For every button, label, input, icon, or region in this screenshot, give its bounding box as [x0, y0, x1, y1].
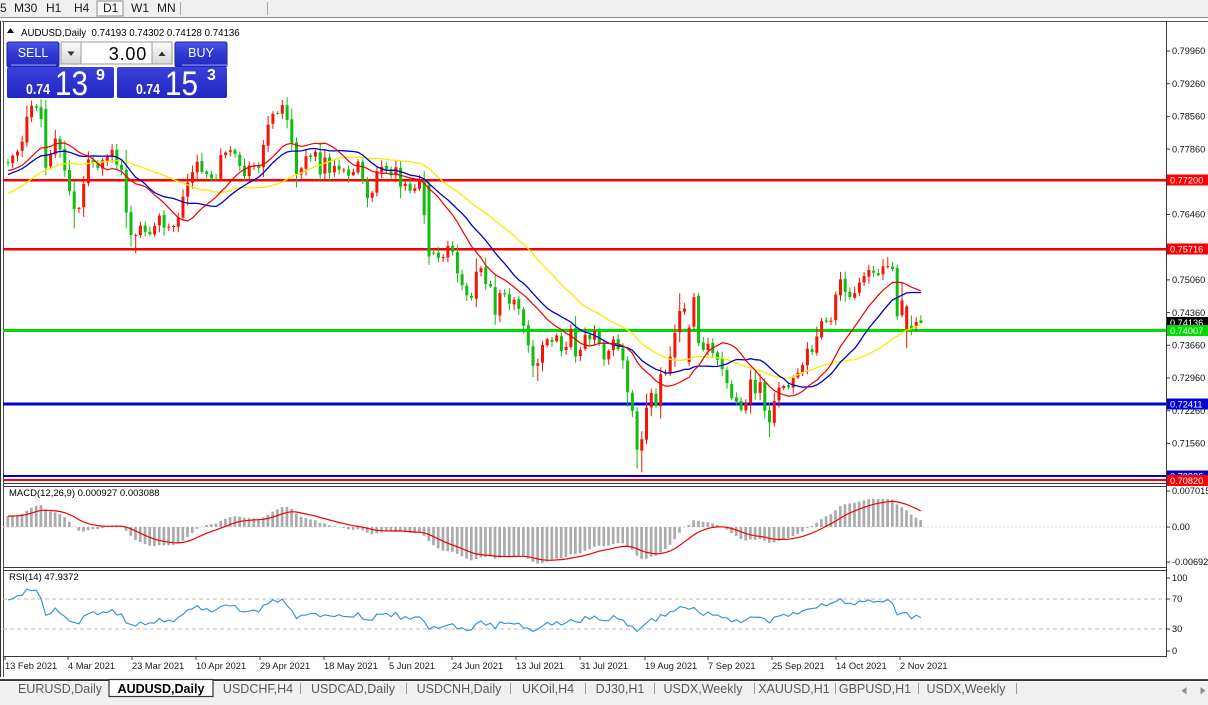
svg-text:H4: H4: [74, 1, 90, 15]
svg-text:5: 5: [0, 1, 7, 15]
svg-text:3.00: 3.00: [109, 44, 147, 64]
svg-text:0.76460: 0.76460: [1172, 210, 1205, 220]
svg-text:13: 13: [55, 65, 88, 103]
svg-text:0.007015: 0.007015: [1172, 486, 1208, 496]
svg-text:0.70820: 0.70820: [1170, 476, 1203, 486]
svg-text:0.77200: 0.77200: [1170, 176, 1203, 186]
svg-text:13 Jul 2021: 13 Jul 2021: [516, 661, 564, 671]
svg-text:MACD(12,26,9) 0.000927 0.00308: MACD(12,26,9) 0.000927 0.003088: [9, 488, 160, 499]
svg-text:9: 9: [96, 67, 105, 84]
svg-text:3: 3: [207, 67, 216, 84]
svg-text:13 Feb 2021: 13 Feb 2021: [5, 661, 57, 671]
svg-text:100: 100: [1172, 573, 1187, 583]
svg-text:15: 15: [165, 65, 198, 103]
svg-text:H1: H1: [46, 1, 62, 15]
svg-text:USDCAD,Daily: USDCAD,Daily: [311, 682, 396, 696]
svg-text:23 Mar 2021: 23 Mar 2021: [132, 661, 184, 671]
svg-text:29 Apr 2021: 29 Apr 2021: [260, 661, 310, 671]
svg-text:MN: MN: [157, 1, 176, 15]
svg-text:USDX,Weekly: USDX,Weekly: [927, 682, 1007, 696]
svg-text:5 Jun 2021: 5 Jun 2021: [389, 661, 435, 671]
svg-text:SELL: SELL: [18, 46, 49, 60]
svg-text:0.74007: 0.74007: [1170, 326, 1203, 336]
svg-text:D1: D1: [103, 1, 119, 15]
svg-text:0.71560: 0.71560: [1172, 439, 1205, 449]
svg-text:14 Oct 2021: 14 Oct 2021: [836, 661, 887, 671]
svg-text:19 Aug 2021: 19 Aug 2021: [645, 661, 697, 671]
svg-text:USDX,Weekly: USDX,Weekly: [664, 682, 744, 696]
svg-text:0.79960: 0.79960: [1172, 46, 1205, 56]
svg-text:18 May 2021: 18 May 2021: [324, 661, 378, 671]
svg-text:0.73660: 0.73660: [1172, 341, 1205, 351]
svg-text:0.00: 0.00: [1172, 522, 1190, 532]
svg-text:2 Nov 2021: 2 Nov 2021: [900, 661, 948, 671]
svg-text:0.75716: 0.75716: [1170, 245, 1203, 255]
svg-text:31 Jul 2021: 31 Jul 2021: [580, 661, 628, 671]
svg-text:AUDUSD,Daily 0.74193 0.74302: AUDUSD,Daily 0.74193 0.74302 0.74128 0.7…: [21, 28, 240, 39]
svg-text:AUDUSD,Daily: AUDUSD,Daily: [118, 682, 205, 696]
svg-text:RSI(14) 47.9372: RSI(14) 47.9372: [9, 572, 79, 583]
svg-text:0: 0: [1172, 646, 1177, 656]
svg-text:0.74136: 0.74136: [1170, 318, 1203, 328]
svg-text:0.75060: 0.75060: [1172, 275, 1205, 285]
svg-text:24 Jun 2021: 24 Jun 2021: [452, 661, 503, 671]
svg-text:0.72260: 0.72260: [1172, 406, 1205, 416]
svg-text:0.78560: 0.78560: [1172, 112, 1205, 122]
svg-text:0.74: 0.74: [136, 81, 161, 98]
svg-text:10 Apr 2021: 10 Apr 2021: [196, 661, 246, 671]
svg-text:0.79260: 0.79260: [1172, 79, 1205, 89]
svg-text:70: 70: [1172, 594, 1182, 604]
svg-text:0.74: 0.74: [26, 81, 51, 98]
svg-text:M30: M30: [14, 1, 38, 15]
svg-text:XAUUSD,H1: XAUUSD,H1: [758, 682, 830, 696]
svg-text:BUY: BUY: [188, 46, 214, 60]
svg-text:W1: W1: [131, 1, 149, 15]
svg-text:25 Sep 2021: 25 Sep 2021: [772, 661, 825, 671]
svg-text:0.77860: 0.77860: [1172, 144, 1205, 154]
svg-text:USDCHF,H4: USDCHF,H4: [223, 682, 293, 696]
svg-text:0.74360: 0.74360: [1172, 308, 1205, 318]
svg-text:0.72960: 0.72960: [1172, 373, 1205, 383]
svg-text:USDCNH,Daily: USDCNH,Daily: [417, 682, 502, 696]
svg-text:4 Mar 2021: 4 Mar 2021: [68, 661, 115, 671]
svg-text:DJ30,H1: DJ30,H1: [596, 682, 645, 696]
svg-text:7 Sep 2021: 7 Sep 2021: [708, 661, 756, 671]
svg-text:EURUSD,Daily: EURUSD,Daily: [18, 682, 103, 696]
svg-text:-0.006923: -0.006923: [1172, 557, 1208, 567]
svg-text:UKOil,H4: UKOil,H4: [522, 682, 574, 696]
svg-text:0.72411: 0.72411: [1170, 400, 1203, 410]
svg-text:30: 30: [1172, 624, 1182, 634]
svg-text:GBPUSD,H1: GBPUSD,H1: [839, 682, 911, 696]
